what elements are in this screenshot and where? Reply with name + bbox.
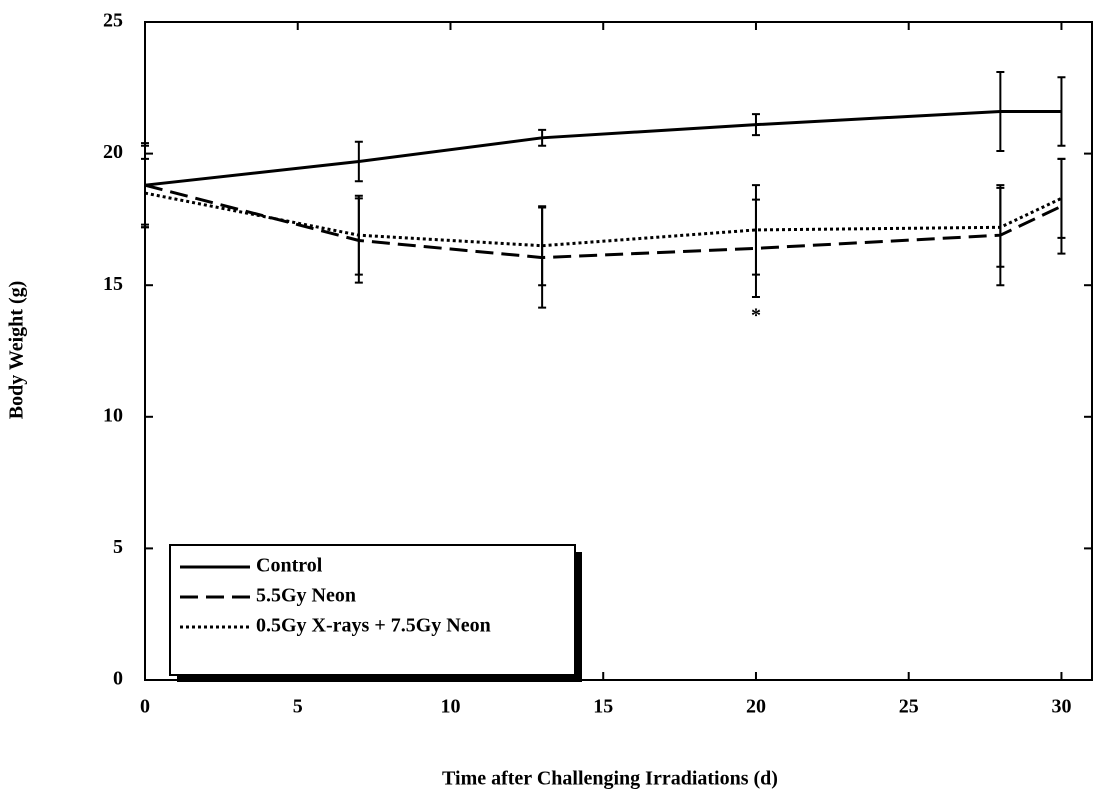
error-bar — [996, 186, 1005, 268]
y-tick-label: 20 — [103, 141, 123, 163]
y-tick-label: 0 — [113, 668, 123, 690]
error-bar — [751, 184, 760, 276]
series-line — [144, 183, 1063, 260]
series-line — [144, 191, 1063, 248]
x-tick-label: 10 — [440, 696, 460, 718]
plot-frame — [144, 21, 1093, 681]
error-bar — [538, 128, 547, 147]
error-bar — [996, 71, 1005, 152]
error-bar — [354, 140, 363, 183]
annotation: * — [751, 304, 761, 326]
legend-label: 5.5Gy Neon — [256, 585, 356, 607]
legend-label: Control — [256, 555, 323, 577]
x-tick-label: 5 — [293, 696, 303, 718]
x-tick-label: 30 — [1051, 696, 1071, 718]
series-line — [144, 109, 1062, 187]
error-bar — [1057, 76, 1066, 147]
legend — [169, 544, 576, 676]
error-bar — [751, 113, 760, 137]
x-tick-label: 25 — [899, 696, 919, 718]
x-axis-title: Time after Challenging Irradiations (d) — [442, 768, 778, 790]
error-bar — [141, 157, 149, 229]
error-bar — [538, 205, 547, 287]
legend-label: 0.5Gy X-rays + 7.5Gy Neon — [256, 615, 491, 637]
y-tick-label: 5 — [113, 536, 123, 558]
y-tick-label: 25 — [103, 10, 123, 32]
x-tick-label: 20 — [746, 696, 766, 718]
y-axis-title: Body Weight (g) — [6, 281, 28, 420]
y-tick-label: 15 — [103, 273, 123, 295]
error-bar — [1057, 157, 1066, 239]
error-bar — [354, 194, 363, 276]
x-tick-label: 15 — [593, 696, 613, 718]
y-tick-label: 10 — [103, 404, 123, 426]
x-tick-label: 0 — [140, 696, 150, 718]
